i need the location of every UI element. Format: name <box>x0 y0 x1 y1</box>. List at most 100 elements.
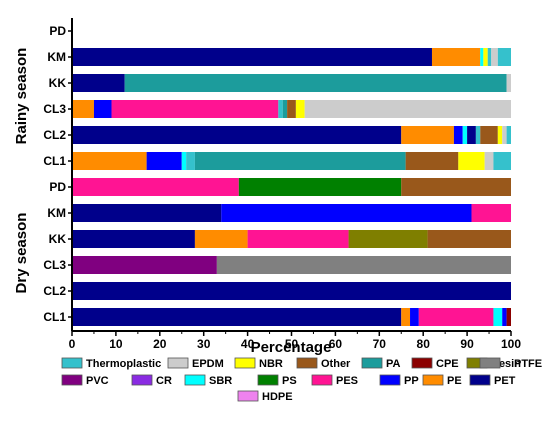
y-tick-label: KM <box>47 50 66 64</box>
bar-segment-cl2-pet <box>72 282 511 300</box>
legend-swatch <box>296 357 318 369</box>
bar-segment-cl3-pes <box>111 100 279 118</box>
x-tick-label: 90 <box>460 337 474 351</box>
legend-swatch <box>469 374 491 386</box>
legend-label: PE <box>447 375 462 387</box>
bar-segment-cl1-cpe <box>506 308 511 326</box>
bar-segment-cl3-pe <box>72 100 94 118</box>
legend-label: PA <box>386 358 401 370</box>
legend-item-pet: PET <box>469 374 516 387</box>
group-label-dry-season: Dry season <box>13 213 30 294</box>
legend-label: PTFE <box>514 358 542 370</box>
legend-swatch <box>422 374 444 386</box>
legend-label: CPE <box>436 358 459 370</box>
x-axis-title: Percentage <box>251 339 332 356</box>
legend-item-cr: CR <box>131 374 172 387</box>
bar-segment-cl2-sbr <box>462 126 468 144</box>
bar-segment-cl2-epdm <box>502 126 507 144</box>
bar-segment-km-pet <box>72 48 432 66</box>
y-tick-label: CL2 <box>43 284 66 298</box>
bar-segment-kk-resin <box>348 230 428 248</box>
bar-segment-kk-pa <box>124 74 507 92</box>
x-tick-label: 40 <box>241 337 255 351</box>
legend-item-other: Other <box>296 357 351 370</box>
bar-segment-kk-pet <box>72 74 125 92</box>
x-tick-label: 80 <box>417 337 431 351</box>
bar-segment-kk-pes <box>247 230 349 248</box>
bar-segment-kk-other <box>427 230 511 248</box>
bar-segment-cl3-pa <box>282 100 288 118</box>
legend-item-cpe: CPE <box>411 357 459 370</box>
bar-segment-kk-epdm <box>506 74 511 92</box>
bar-segment-cl1-pes <box>418 308 494 326</box>
bar-segment-cl1-thermoplastic <box>186 152 195 170</box>
legend-swatch <box>184 374 206 386</box>
x-tick-label: 30 <box>197 337 211 351</box>
legend-item-ps: PS <box>257 374 297 387</box>
bar-segment-km-pes <box>471 204 511 222</box>
legend-swatch <box>361 357 383 369</box>
bar-segment-km-thermoplastic <box>487 48 492 66</box>
legend-item-hdpe: HDPE <box>237 390 293 403</box>
x-tick-label: 20 <box>153 337 167 351</box>
bars-layer <box>72 48 511 326</box>
legend-label: PET <box>494 375 516 387</box>
y-tick-label: CL1 <box>43 310 66 324</box>
bar-segment-cl1-sbr <box>493 308 503 326</box>
legend-item-epdm: EPDM <box>167 357 224 370</box>
y-tick-label: KK <box>49 76 67 90</box>
legend-swatch <box>479 357 501 369</box>
bar-segment-km-pet <box>72 204 222 222</box>
bar-segment-pd-ps <box>238 178 402 196</box>
bar-segment-cl1-other <box>405 152 459 170</box>
legend-label: PVC <box>86 375 109 387</box>
x-tick-label: 100 <box>501 337 521 351</box>
bar-segment-cl1-epdm <box>484 152 494 170</box>
bar-segment-cl1-thermoplastic <box>493 152 511 170</box>
bar-segment-cl2-other <box>480 126 498 144</box>
bar-segment-cl1-pe <box>401 308 411 326</box>
y-tick-label: CL2 <box>43 128 66 142</box>
bar-segment-cl1-nbr <box>458 152 485 170</box>
bar-segment-cl1-pp <box>410 308 419 326</box>
bar-segment-km-thermoplastic <box>497 48 511 66</box>
y-tick-labels: PD KM KK CL3 CL2 CL1 PD KM KK CL3 CL2 CL1 <box>43 24 72 324</box>
x-tick-label: 70 <box>373 337 387 351</box>
legend-label: PS <box>282 375 297 387</box>
legend-label: Other <box>321 358 351 370</box>
x-tick-label: 50 <box>285 337 299 351</box>
bar-segment-cl3-epdm <box>304 100 511 118</box>
legend-item-pa: PA <box>361 357 401 370</box>
legend-item-thermoplastic: Thermoplastic <box>61 357 161 370</box>
bar-segment-cl2-pet <box>467 126 476 144</box>
legend-label: EPDM <box>192 358 224 370</box>
y-tick-label: PD <box>49 180 66 194</box>
legend-item-nbr: NBR <box>234 357 283 370</box>
y-tick-label: KK <box>49 232 67 246</box>
legend-swatch <box>61 374 83 386</box>
bar-segment-cl1-sbr <box>181 152 187 170</box>
bar-segment-cl3-other <box>287 100 296 118</box>
bar-segment-cl1-pa <box>194 152 406 170</box>
bar-segment-cl1-pet <box>72 308 402 326</box>
group-label-rainy-season: Rainy season <box>13 48 30 145</box>
x-tick-label: 10 <box>109 337 123 351</box>
y-tick-label: CL1 <box>43 154 66 168</box>
bar-segment-cl2-pet <box>72 126 402 144</box>
legend-item-ptfe: PTFE <box>479 357 542 370</box>
bar-segment-km-epdm <box>491 48 498 66</box>
x-tick-labels: 0 10 20 30 40 50 60 70 80 90 100 <box>69 331 521 351</box>
bar-segment-km-sbr <box>480 48 484 66</box>
y-tick-label: CL3 <box>43 102 66 116</box>
y-tick-label: PD <box>49 24 66 38</box>
legend-item-pp: PP <box>379 374 419 387</box>
legend: Thermoplastic EPDM NBR Other PA CPE ResinPTFEP… <box>61 357 542 403</box>
legend-label: HDPE <box>262 391 293 403</box>
bar-segment-cl3-thermoplastic <box>278 100 283 118</box>
y-tick-label: CL3 <box>43 258 66 272</box>
legend-swatch <box>237 390 259 402</box>
bar-segment-cl1-pp <box>146 152 182 170</box>
bar-segment-cl2-thermoplastic <box>506 126 511 144</box>
bar-segment-cl2-thermoplastic <box>475 126 481 144</box>
